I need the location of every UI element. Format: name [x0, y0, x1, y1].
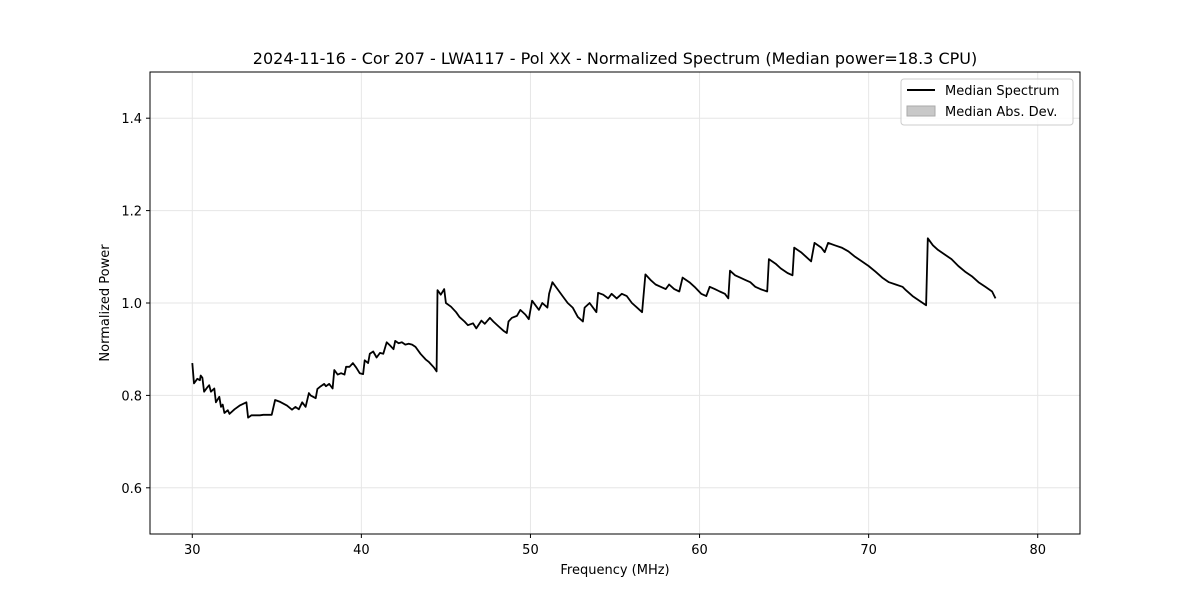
- x-tick-label: 40: [353, 543, 370, 558]
- median-spectrum-line: [191, 237, 997, 419]
- x-tick-label: 80: [1029, 543, 1046, 558]
- y-tick-label: 1.0: [121, 297, 142, 312]
- grid: [150, 72, 1080, 534]
- legend-label-median-spectrum: Median Spectrum: [945, 84, 1059, 99]
- legend-label-median-abs-dev: Median Abs. Dev.: [945, 105, 1057, 120]
- ticks: 30 40 50 60 70 80 0.6 0.8 1.0 1.2 1.4: [121, 112, 1046, 558]
- y-tick-label: 0.6: [121, 482, 142, 497]
- y-tick-label: 1.2: [121, 205, 142, 220]
- legend-box: [900, 78, 1074, 126]
- legend-patch-swatch: [906, 105, 936, 117]
- x-tick-label: 50: [522, 543, 539, 558]
- x-tick-label: 30: [184, 543, 201, 558]
- series-layer: [191, 237, 997, 419]
- x-tick-label: 70: [860, 543, 877, 558]
- x-tick-label: 60: [691, 543, 708, 558]
- x-axis-label: Frequency (MHz): [560, 563, 669, 578]
- y-tick-label: 1.4: [121, 112, 142, 127]
- y-tick-label: 0.8: [121, 389, 142, 404]
- legend: Median Spectrum Median Abs. Dev.: [900, 78, 1074, 126]
- chart-title: 2024-11-16 - Cor 207 - LWA117 - Pol XX -…: [253, 49, 977, 68]
- y-axis-label: Normalized Power: [98, 244, 113, 362]
